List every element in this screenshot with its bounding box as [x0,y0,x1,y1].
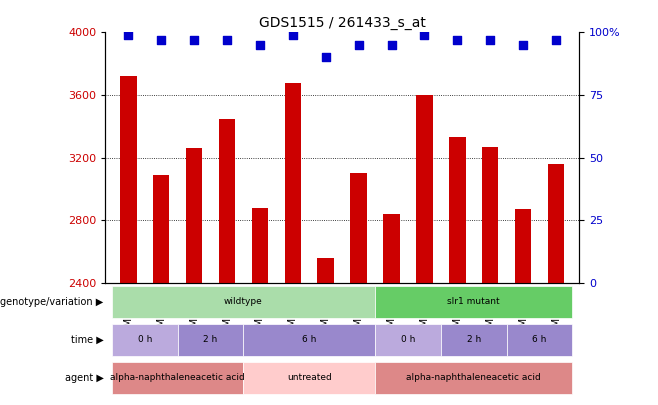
Point [189,37,199,43]
Bar [218,119,236,405]
Point [485,37,495,43]
Text: slr1 mutant: slr1 mutant [447,298,500,307]
FancyBboxPatch shape [112,286,375,318]
Point [320,54,331,61]
Bar [449,137,465,405]
Point [419,32,430,38]
Text: wildtype: wildtype [224,298,263,307]
Text: agent ▶: agent ▶ [64,373,104,383]
Point [156,37,166,43]
Text: untreated: untreated [287,373,332,382]
Bar [350,173,367,405]
Bar [383,214,399,405]
Bar [482,147,499,405]
FancyBboxPatch shape [112,324,178,356]
FancyBboxPatch shape [243,362,375,394]
FancyBboxPatch shape [375,324,441,356]
Point [222,37,232,43]
Text: alpha-naphthaleneacetic acid: alpha-naphthaleneacetic acid [407,373,541,382]
Point [452,37,463,43]
Bar [318,258,334,405]
Point [551,37,561,43]
FancyBboxPatch shape [507,324,572,356]
FancyBboxPatch shape [375,286,572,318]
FancyBboxPatch shape [112,362,243,394]
Text: time ▶: time ▶ [71,335,104,345]
Point [288,32,298,38]
Text: genotype/variation ▶: genotype/variation ▶ [1,297,104,307]
Text: 2 h: 2 h [467,335,481,344]
Point [518,42,528,48]
Point [255,42,265,48]
Bar [153,175,170,405]
FancyBboxPatch shape [375,362,572,394]
Bar [416,95,433,405]
Bar [251,208,268,405]
FancyBboxPatch shape [441,324,507,356]
Text: alpha-naphthaleneacetic acid: alpha-naphthaleneacetic acid [111,373,245,382]
Bar [186,148,202,405]
Text: 2 h: 2 h [203,335,218,344]
Text: 0 h: 0 h [138,335,152,344]
Title: GDS1515 / 261433_s_at: GDS1515 / 261433_s_at [259,16,426,30]
Bar [515,209,532,405]
FancyBboxPatch shape [178,324,243,356]
Bar [285,83,301,405]
Bar [120,76,137,405]
Text: 0 h: 0 h [401,335,415,344]
Text: 6 h: 6 h [532,335,547,344]
Point [386,42,397,48]
FancyBboxPatch shape [243,324,375,356]
Bar [547,164,565,405]
Point [123,32,134,38]
Text: 6 h: 6 h [302,335,316,344]
Point [353,42,364,48]
